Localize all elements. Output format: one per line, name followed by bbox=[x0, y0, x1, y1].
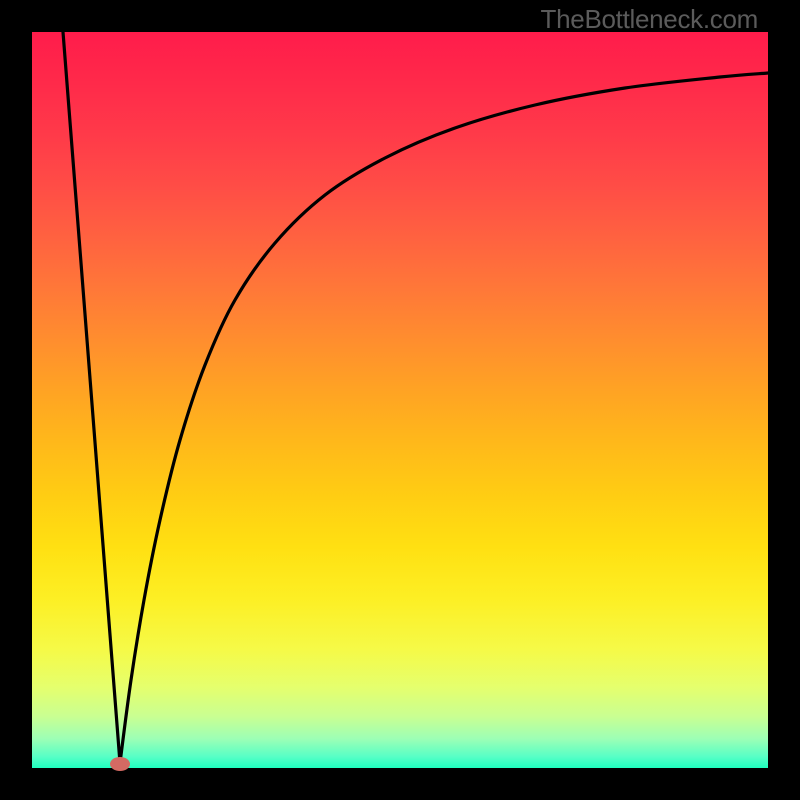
bottleneck-curve bbox=[0, 0, 800, 800]
chart-frame: TheBottleneck.com bbox=[0, 0, 800, 800]
watermark-text: TheBottleneck.com bbox=[541, 4, 758, 35]
optimal-point-marker bbox=[110, 757, 130, 771]
